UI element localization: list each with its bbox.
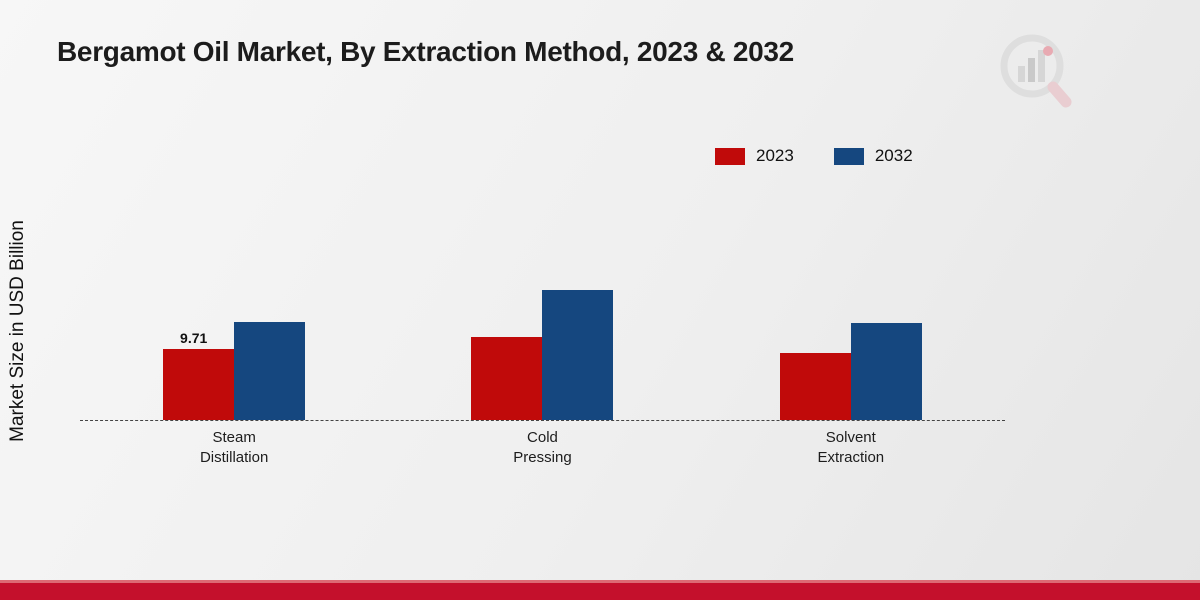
chart-magnifier-logo-icon <box>1000 34 1072 108</box>
bar-value-label: 9.71 <box>180 330 208 346</box>
legend-label-2032: 2032 <box>874 146 913 165</box>
bar-2023-group-2 <box>779 353 851 420</box>
legend-swatch-2023 <box>715 147 745 165</box>
category-label-1: Cold Pressing <box>513 429 572 466</box>
bar-groups: 9.71 <box>80 218 1005 420</box>
legend-item-2032: 2032 <box>833 146 913 166</box>
category-label-0: Steam Distillation <box>199 429 269 466</box>
y-axis-label: Market Size in USD Billion <box>7 220 28 442</box>
bar-group-2 <box>779 323 922 420</box>
bar-2032-group-0 <box>234 322 306 420</box>
legend-item-2023: 2023 <box>715 146 794 166</box>
footer-accent-band <box>0 580 1200 600</box>
chart-plot-area: 9.71 <box>80 218 1005 421</box>
brand-logo <box>998 28 1078 118</box>
page-title: Bergamot Oil Market, By Extraction Metho… <box>57 36 794 67</box>
bar-2023-group-1 <box>471 337 543 420</box>
bar-2032-group-2 <box>850 323 922 420</box>
bar-group-0: 9.71 <box>163 322 306 420</box>
category-label-2: Solvent Extraction <box>817 429 885 466</box>
bar-group-1 <box>471 290 614 420</box>
bar-2023-group-0: 9.71 <box>163 330 235 420</box>
chart-legend: 2023 2032 <box>715 146 913 166</box>
category-labels: Steam Distillation Cold Pressing Solvent Extr… <box>80 428 1005 467</box>
legend-label-2023: 2023 <box>756 146 794 165</box>
bar-2032-group-1 <box>542 290 614 420</box>
legend-swatch-2032 <box>833 147 864 165</box>
